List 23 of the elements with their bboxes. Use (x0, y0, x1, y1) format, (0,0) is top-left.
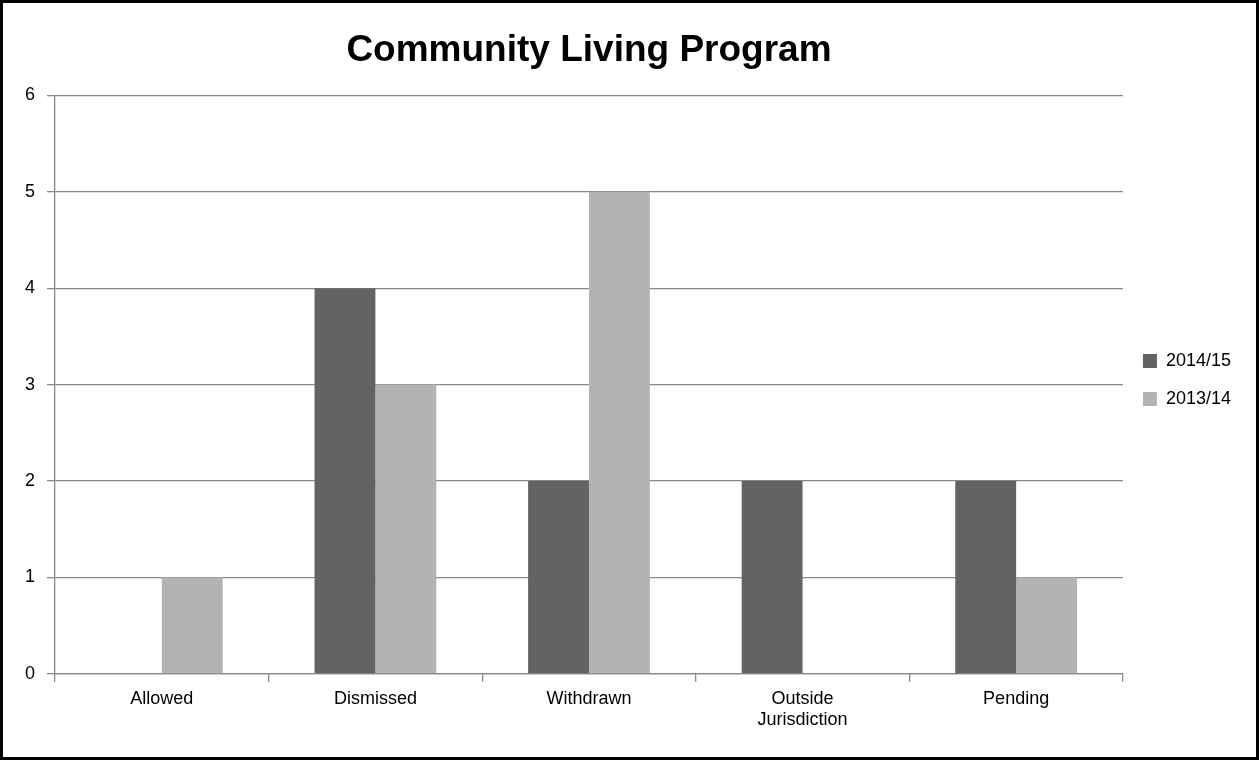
x-tick-label: Outside Jurisdiction (757, 687, 848, 730)
bar (1016, 577, 1078, 674)
y-tick-label: 0 (25, 662, 36, 683)
bar (161, 577, 223, 674)
y-tick-label: 5 (25, 180, 36, 201)
x-tick-label: Pending (983, 687, 1050, 708)
y-tick-label: 4 (25, 277, 36, 298)
bar (314, 288, 376, 674)
y-tick-label: 3 (25, 373, 36, 394)
y-tick-label: 6 (25, 84, 36, 105)
x-tick-label: Allowed (130, 687, 194, 708)
bar (375, 384, 437, 674)
y-tick-label: 1 (25, 566, 36, 587)
bar (741, 481, 803, 674)
bar (588, 191, 650, 674)
x-tick-label: Dismissed (333, 687, 417, 708)
x-tick-label: Withdrawn (546, 687, 632, 708)
legend-label: 2014/15 (1165, 349, 1232, 370)
legend-label: 2013/14 (1165, 387, 1232, 408)
y-tick-label: 2 (25, 469, 36, 490)
bar (528, 481, 589, 674)
bar (955, 481, 1017, 674)
chart-title: Community Living Program (346, 28, 832, 70)
